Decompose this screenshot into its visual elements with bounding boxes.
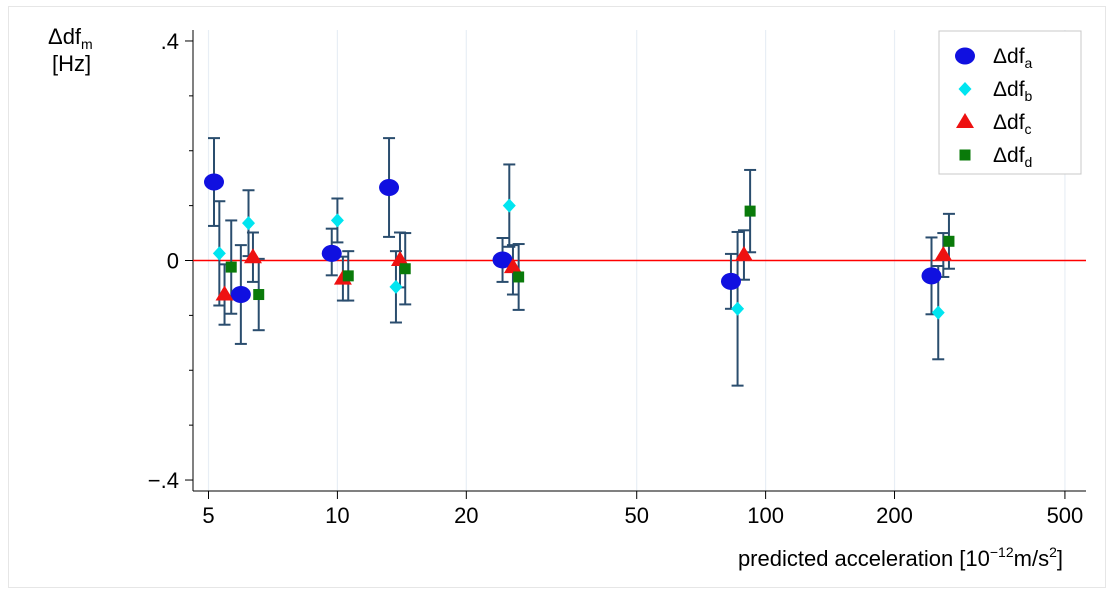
data-point-b [330, 213, 344, 228]
data-point-a [379, 179, 400, 197]
data-point-d [513, 271, 525, 283]
legend-marker-a [955, 47, 975, 65]
chart-frame [8, 6, 1106, 588]
legend-label-a: Δdfa [993, 45, 1033, 71]
y-tick-label: −.4 [148, 468, 179, 493]
data-point-c [934, 246, 953, 262]
data-point-a [230, 286, 251, 304]
data-markers [204, 173, 955, 320]
data-point-c [503, 258, 522, 274]
data-point-c [390, 250, 409, 266]
data-point-b [212, 246, 226, 261]
x-tick-label: 500 [1047, 503, 1084, 528]
data-point-c [215, 285, 234, 301]
x-tick-label: 100 [747, 503, 784, 528]
data-point-b [931, 305, 945, 320]
y-axis-unit: [Hz] [52, 51, 91, 76]
x-tick-label: 10 [325, 503, 349, 528]
data-point-b [502, 198, 516, 213]
data-point-d [744, 205, 756, 217]
y-axis-title: Δdfm [48, 24, 93, 52]
data-point-a [321, 244, 342, 262]
data-point-b [731, 301, 745, 316]
data-point-a [921, 267, 942, 285]
legend-marker-b [958, 82, 972, 96]
data-point-d [342, 270, 354, 282]
x-tick-label: 50 [624, 503, 648, 528]
y-axis: .4 0 −.4 [148, 29, 194, 493]
x-tick-label: 200 [876, 503, 913, 528]
data-point-c [243, 248, 262, 264]
data-point-d [399, 263, 411, 275]
y-tick-label: 0 [167, 249, 179, 274]
legend-label-c: Δdfc [993, 111, 1032, 137]
legend-marker-c [956, 113, 974, 128]
x-axis: 5 10 20 50 100 200 500 [193, 490, 1086, 528]
legend-label-d: Δdfd [993, 144, 1032, 170]
data-point-d [225, 261, 237, 273]
data-point-a [492, 251, 513, 269]
data-point-d [253, 289, 265, 301]
legend: Δdfa Δdfb Δdfc Δdfd [938, 30, 1082, 175]
data-point-d [943, 235, 955, 247]
x-axis-title: predicted acceleration [10−12m/s2] [738, 544, 1063, 571]
data-point-a [720, 272, 741, 290]
legend-marker-d [959, 149, 971, 161]
legend-label-b: Δdfb [993, 78, 1033, 104]
data-point-a [204, 173, 225, 191]
x-tick-label: 5 [202, 503, 214, 528]
data-point-b [389, 279, 403, 294]
y-tick-label: .4 [161, 29, 179, 54]
data-point-c [734, 246, 753, 262]
x-tick-label: 20 [454, 503, 478, 528]
data-point-b [242, 216, 256, 231]
